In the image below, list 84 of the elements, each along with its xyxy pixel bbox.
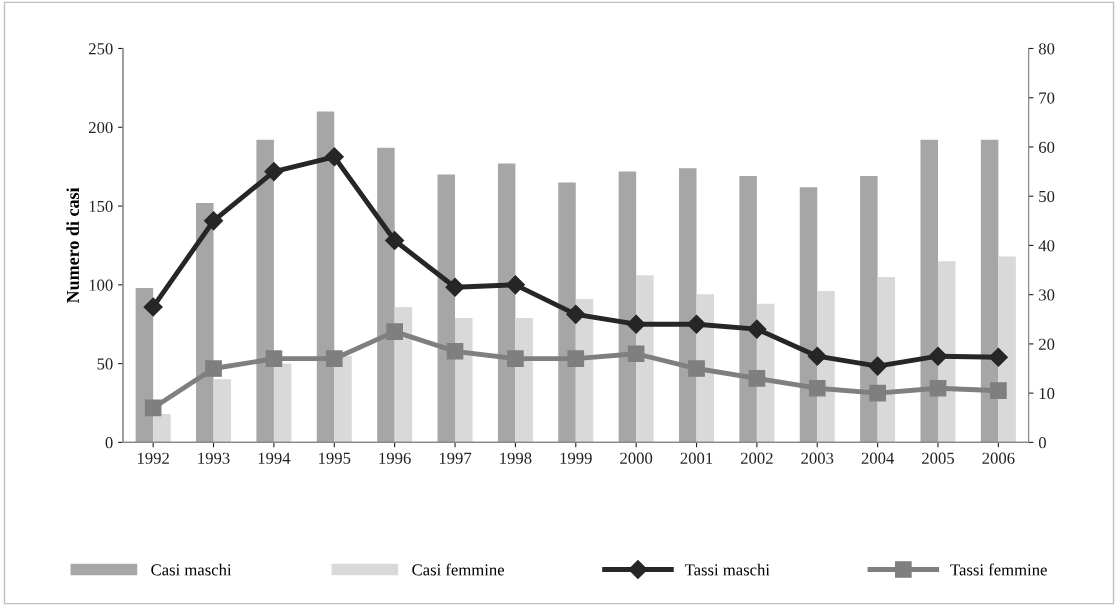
point [988, 347, 1008, 367]
y-tick-label: 200 [88, 121, 113, 134]
y-tick-label: 0 [105, 437, 113, 449]
bar [377, 147, 395, 443]
bar [153, 414, 171, 443]
y2-tick-label: 70 [1039, 92, 1055, 104]
y-tick-label: 100 [89, 279, 113, 291]
x-tick-label: 1996 [379, 452, 411, 464]
bar [980, 139, 999, 443]
bar [618, 171, 637, 443]
bar [679, 168, 697, 443]
x-tick-label: 1993 [198, 452, 230, 464]
y2-tick-label: 60 [1039, 141, 1055, 153]
point [808, 379, 826, 397]
bar [920, 139, 938, 443]
point [807, 346, 827, 366]
x-tick-label: 2002 [740, 452, 773, 464]
y-axis-title: Numero di casi [66, 187, 80, 304]
y2-tick-label: 0 [1038, 437, 1046, 449]
point [566, 304, 586, 324]
point [507, 350, 524, 368]
x-tick-label: 1992 [137, 452, 169, 464]
point [324, 147, 344, 167]
point [445, 277, 465, 297]
point [686, 314, 707, 334]
x-tick-label: 1998 [500, 452, 532, 464]
x-tick-label: 1994 [258, 452, 291, 464]
y-tick-label: 150 [89, 200, 113, 212]
x-tick-label: 2000 [620, 452, 653, 464]
y2-tick-label: 80 [1038, 43, 1055, 55]
x-tick-label: 2004 [861, 452, 895, 464]
point [386, 323, 403, 340]
point [567, 350, 585, 368]
point [747, 319, 767, 339]
point [626, 314, 646, 334]
x-tick-label: 2005 [922, 452, 955, 464]
point [325, 350, 343, 368]
point [748, 370, 766, 387]
point [929, 379, 947, 397]
y2-tick-label: 50 [1039, 190, 1055, 203]
point [869, 384, 886, 402]
point [627, 345, 645, 363]
legend-label: Tassi femmine [950, 563, 1047, 576]
bar [515, 317, 533, 443]
point [385, 230, 405, 251]
point [144, 399, 162, 417]
point [143, 297, 163, 317]
legend-label: Tassi maschi [684, 563, 770, 576]
bar [334, 355, 352, 443]
bar [497, 163, 516, 443]
bar [213, 379, 232, 443]
x-tick-label: 2001 [680, 452, 713, 464]
y2-tick-label: 30 [1039, 289, 1055, 301]
bar [558, 182, 576, 443]
point [205, 360, 222, 377]
x-tick-label: 1995 [319, 452, 351, 464]
point [204, 211, 224, 231]
bar [799, 187, 818, 443]
point [868, 356, 888, 376]
legend-label: Casi femmine [412, 563, 505, 576]
bar [998, 256, 1016, 443]
y2-tick-label: 20 [1039, 338, 1055, 350]
bar [739, 176, 757, 443]
point [505, 275, 525, 295]
x-tick-label: 1999 [560, 452, 592, 464]
x-tick-label: 2003 [801, 452, 834, 464]
legend-label: Casi maschi [151, 563, 232, 576]
point [688, 360, 705, 377]
x-tick-label: 1997 [439, 452, 472, 464]
bar [256, 139, 274, 443]
bar [860, 176, 878, 443]
y2-tick-label: 40 [1038, 240, 1055, 252]
point [928, 346, 948, 366]
point [265, 350, 283, 368]
bar [273, 363, 292, 443]
y2-tick-label: 10 [1039, 387, 1055, 400]
bar [316, 111, 335, 443]
point [990, 382, 1007, 400]
point [264, 162, 284, 182]
y-tick-label: 50 [97, 358, 113, 370]
x-tick-label: 2006 [982, 452, 1015, 464]
bar [455, 317, 473, 443]
point [446, 342, 464, 360]
y-tick-label: 250 [88, 43, 113, 55]
